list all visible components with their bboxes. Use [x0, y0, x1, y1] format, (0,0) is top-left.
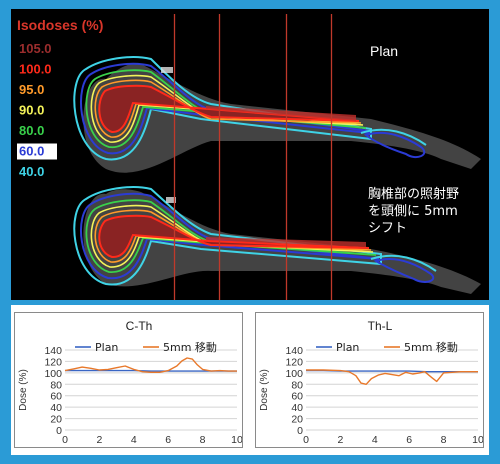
y-tick-label: 20	[50, 414, 62, 426]
legend-label: 5mm 移動	[404, 340, 458, 354]
y-tick-label: 0	[56, 425, 62, 437]
y-tick-label: 120	[44, 356, 62, 368]
isodose-legend: 105.0 100.0 95.0 90.0 80.0 60.0 40.0	[17, 41, 57, 179]
y-tick-label: 120	[285, 356, 303, 368]
isodose-legend-item: 90.0	[19, 103, 44, 118]
isodose-legend-item: 60.0	[19, 144, 44, 159]
x-tick-label: 0	[303, 434, 309, 446]
y-axis-label: Dose (%)	[259, 369, 270, 411]
shift-note-line-3: シフト	[368, 221, 407, 236]
chart-title: C-Th	[126, 319, 153, 333]
y-tick-label: 100	[285, 368, 303, 380]
chart-title: Th-L	[368, 319, 393, 333]
isodose-legend-item: 80.0	[19, 123, 44, 138]
y-tick-label: 0	[297, 425, 303, 437]
y-tick-label: 60	[291, 391, 303, 403]
y-tick-label: 80	[291, 379, 303, 391]
x-axis-label: Position (cm)	[120, 446, 181, 447]
legend-label: Plan	[336, 341, 359, 354]
x-tick-label: 8	[200, 434, 206, 446]
y-tick-label: 20	[291, 414, 303, 426]
x-tick-label: 2	[96, 434, 102, 446]
legend-label: Plan	[95, 341, 118, 354]
series-line	[64, 357, 237, 373]
x-tick-label: 10	[231, 434, 242, 446]
dose-profile-charts: C-Th0204060801001201400246810Position (c…	[11, 305, 489, 455]
y-tick-label: 40	[291, 402, 303, 414]
y-tick-label: 60	[50, 391, 62, 403]
x-tick-label: 0	[62, 434, 68, 446]
isodose-legend-item: 105.0	[19, 41, 52, 56]
isodose-legend-item: 95.0	[19, 82, 44, 97]
x-tick-label: 6	[406, 434, 412, 446]
legend-highlight	[17, 143, 57, 160]
y-tick-label: 140	[285, 345, 303, 357]
x-tick-label: 8	[441, 434, 447, 446]
y-tick-label: 80	[50, 379, 62, 391]
plan-label: Plan	[370, 43, 398, 59]
series-line	[306, 369, 478, 386]
field-boundary-lines	[173, 14, 333, 300]
y-tick-label: 100	[44, 368, 62, 380]
shift-note-line-1: 胸椎部の照射野	[368, 186, 459, 202]
legend-label: 5mm 移動	[163, 340, 217, 354]
x-axis-label: Position (cm)	[361, 446, 422, 447]
x-tick-label: 4	[131, 434, 137, 446]
ct-isodose-panel: Isodoses (%) 105.0 100.0 95.0 90.0 80.0 60.0 4…	[11, 9, 489, 300]
y-tick-label: 40	[50, 402, 62, 414]
x-tick-label: 6	[165, 434, 171, 446]
y-tick-label: 140	[44, 345, 62, 357]
x-tick-label: 2	[337, 434, 343, 446]
isodose-legend-title: Isodoses (%)	[17, 17, 103, 33]
isodose-legend-item: 40.0	[19, 164, 44, 179]
isodose-legend-item: 100.0	[19, 62, 52, 77]
shift-note-line-2: を頭側に 5mm	[368, 204, 458, 219]
y-axis-label: Dose (%)	[18, 369, 29, 411]
x-tick-label: 4	[372, 434, 378, 446]
x-tick-label: 10	[472, 434, 483, 446]
